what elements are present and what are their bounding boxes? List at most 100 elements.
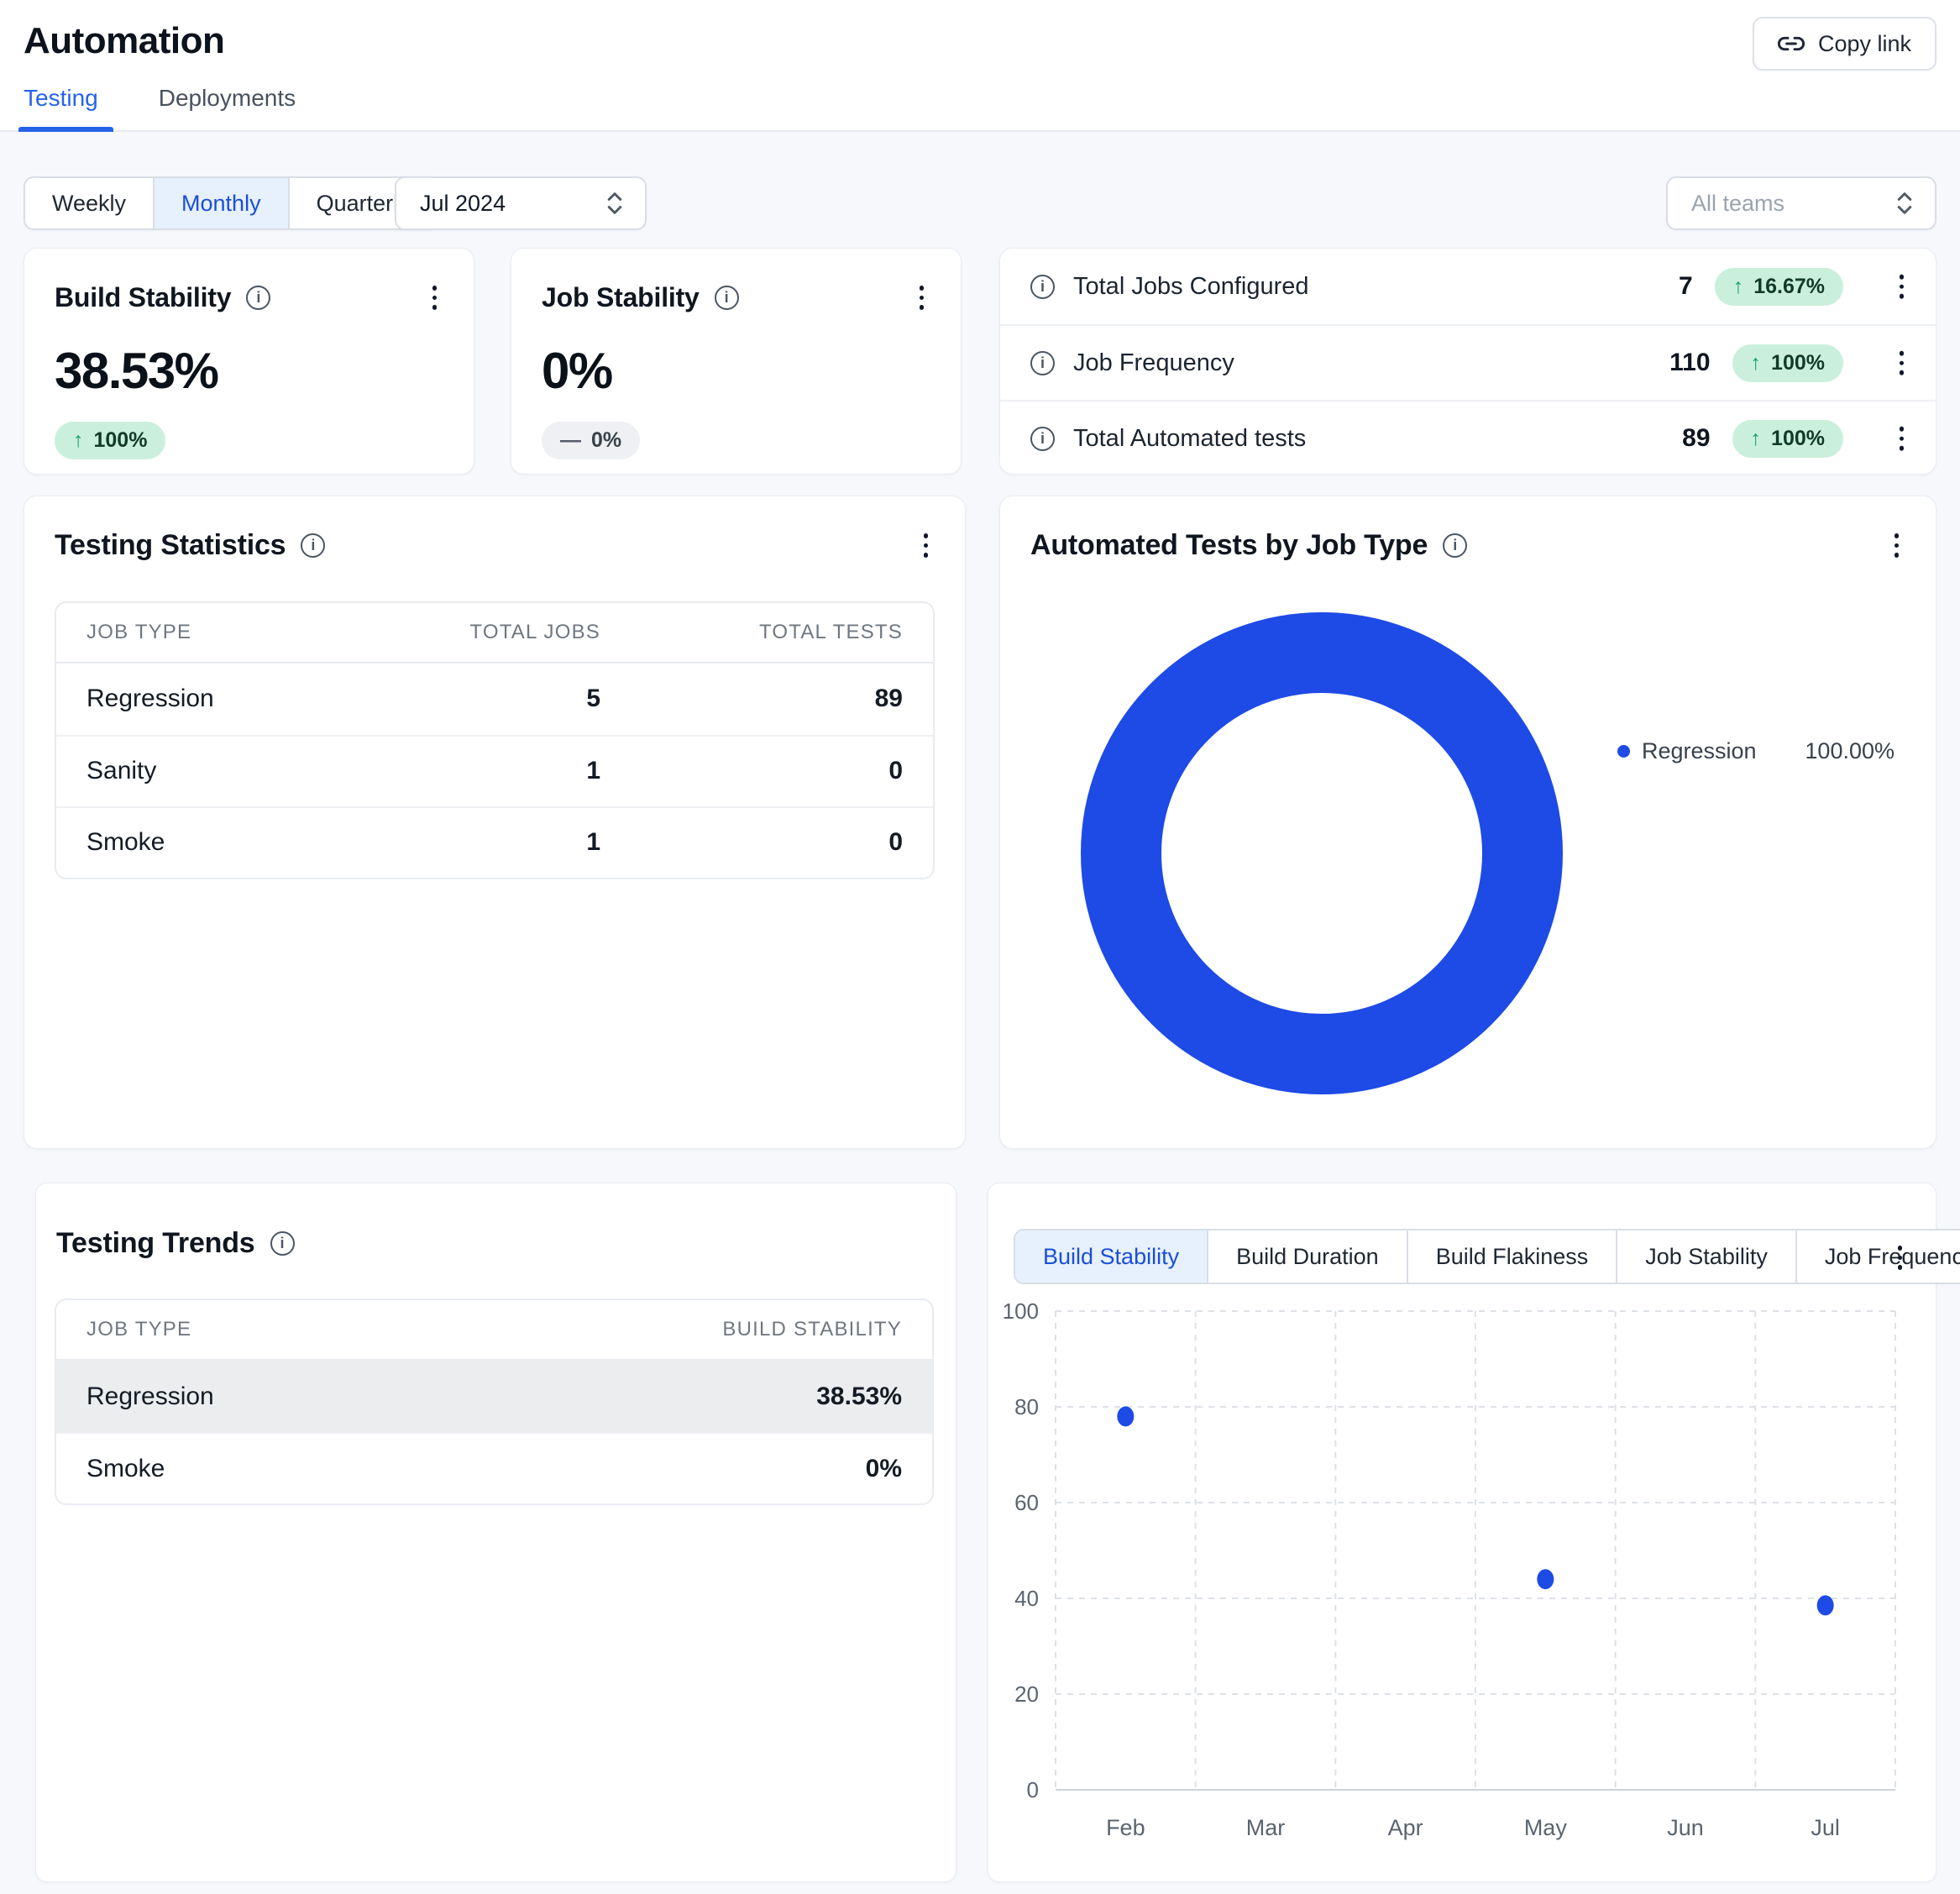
delta-badge: ↑ 100% <box>1732 420 1843 458</box>
col-total-tests: TOTAL TESTS <box>600 621 903 644</box>
chevron-up-down-icon <box>1894 189 1915 218</box>
kebab-menu-icon[interactable] <box>1888 527 1906 564</box>
delta-value: 0% <box>591 428 621 453</box>
svg-text:May: May <box>1524 1815 1568 1840</box>
teams-select-value: All teams <box>1691 191 1784 217</box>
svg-text:Jun: Jun <box>1667 1815 1704 1840</box>
delta-value: 100% <box>1771 351 1825 375</box>
build-stability-scatter-chart: 0 20 40 60 80 100 Feb Mar Apr May Jun Jul <box>988 1301 1937 1889</box>
info-icon[interactable]: i <box>1443 533 1467 558</box>
donut-legend-item[interactable]: Regression 100.00% <box>1617 738 1894 764</box>
primary-tabs: Testing Deployments <box>24 85 296 130</box>
testing-statistics-panel: Testing Statistics i JOB TYPE TOTAL JOBS… <box>24 496 966 1149</box>
tab-testing[interactable]: Testing <box>24 85 98 130</box>
delta-badge: ↑ 16.67% <box>1715 268 1843 306</box>
kebab-menu-icon[interactable] <box>426 279 444 317</box>
testing-trends-table: JOB TYPE BUILD STABILITY Regression 38.5… <box>55 1299 934 1505</box>
kebab-menu-icon[interactable] <box>1891 1239 1910 1277</box>
tab-deployments[interactable]: Deployments <box>159 85 296 130</box>
table-row[interactable]: Regression 5 89 <box>56 664 933 735</box>
dash-icon: — <box>560 428 581 453</box>
stat-label: Total Jobs Configured <box>1073 273 1309 301</box>
arrow-up-icon: ↑ <box>73 428 84 453</box>
table-row[interactable]: Sanity 1 0 <box>56 735 933 806</box>
testing-statistics-table: JOB TYPE TOTAL JOBS TOTAL TESTS Regressi… <box>55 601 935 879</box>
kebab-menu-icon[interactable] <box>1893 268 1911 306</box>
kebab-menu-icon[interactable] <box>1893 344 1911 382</box>
chevron-up-down-icon <box>605 189 625 218</box>
arrow-up-icon: ↑ <box>1751 351 1762 375</box>
testing-trends-panel: Testing Trends i JOB TYPE BUILD STABILIT… <box>35 1183 956 1882</box>
panel-title: Automated Tests by Job Type <box>1030 529 1428 562</box>
copy-link-button[interactable]: Copy link <box>1753 17 1936 71</box>
card-title: Job Stability <box>542 282 700 313</box>
legend-dot-icon <box>1617 745 1630 758</box>
svg-text:Feb: Feb <box>1106 1815 1145 1840</box>
info-icon[interactable]: i <box>1030 351 1055 375</box>
info-icon[interactable]: i <box>715 286 739 310</box>
stat-row-total-jobs-configured: i Total Jobs Configured 7 ↑ 16.67% <box>1000 249 1936 324</box>
copy-link-label: Copy link <box>1818 31 1911 57</box>
page-title: Automation <box>24 20 224 62</box>
arrow-up-icon: ↑ <box>1751 427 1762 451</box>
tab-job-stability[interactable]: Job Stability <box>1616 1230 1795 1283</box>
stat-label: Total Automated tests <box>1073 425 1306 453</box>
teams-select[interactable]: All teams <box>1666 176 1936 230</box>
svg-text:100: 100 <box>1003 1301 1039 1324</box>
legend-value: 100.00% <box>1805 738 1894 764</box>
tab-build-stability[interactable]: Build Stability <box>1015 1230 1207 1283</box>
month-select-value: Jul 2024 <box>420 191 506 217</box>
table-row[interactable]: Smoke 1 0 <box>56 806 933 878</box>
info-icon[interactable]: i <box>270 1231 295 1256</box>
period-option-weekly[interactable]: Weekly <box>25 178 153 228</box>
svg-text:Apr: Apr <box>1388 1815 1423 1840</box>
tab-job-frequency[interactable]: Job Frequency <box>1795 1230 1960 1283</box>
col-build-stability: BUILD STABILITY <box>600 1318 902 1341</box>
svg-text:20: 20 <box>1014 1682 1039 1707</box>
tab-build-flakiness[interactable]: Build Flakiness <box>1407 1230 1617 1283</box>
svg-text:40: 40 <box>1014 1586 1039 1611</box>
table-row-smoke[interactable]: Smoke 0% <box>56 1432 932 1503</box>
stat-label: Job Frequency <box>1073 349 1234 377</box>
arrow-up-icon: ↑ <box>1733 275 1744 299</box>
build-stability-card: Build Stability i 38.53% ↑ 100% <box>24 248 474 475</box>
table-header: JOB TYPE TOTAL JOBS TOTAL TESTS <box>56 603 933 664</box>
col-total-jobs: TOTAL JOBS <box>298 621 600 644</box>
metric-value: 38.53% <box>55 342 443 400</box>
info-icon[interactable]: i <box>1030 275 1055 299</box>
stat-value: 110 <box>1643 349 1711 377</box>
kebab-menu-icon[interactable] <box>1893 420 1911 458</box>
trend-metric-tabs: Build Stability Build Duration Build Fla… <box>1014 1229 1960 1284</box>
stat-row-total-automated-tests: i Total Automated tests 89 ↑ 100% <box>1000 400 1936 475</box>
svg-text:80: 80 <box>1014 1394 1039 1419</box>
stat-row-job-frequency: i Job Frequency 110 ↑ 100% <box>1000 324 1936 400</box>
kebab-menu-icon[interactable] <box>913 279 931 317</box>
link-icon <box>1778 30 1805 57</box>
delta-badge: ↑ 100% <box>55 422 165 459</box>
info-icon[interactable]: i <box>246 286 270 310</box>
info-icon[interactable]: i <box>301 533 325 558</box>
info-icon[interactable]: i <box>1030 427 1055 451</box>
col-job-type: JOB TYPE <box>86 1318 600 1341</box>
col-job-type: JOB TYPE <box>86 621 298 644</box>
kebab-menu-icon[interactable] <box>917 527 935 564</box>
donut-chart <box>1070 601 1574 1105</box>
svg-text:0: 0 <box>1027 1777 1039 1802</box>
table-row-regression[interactable]: Regression 38.53% <box>56 1361 932 1432</box>
legend-label: Regression <box>1642 738 1757 764</box>
delta-badge: ↑ 100% <box>1732 344 1843 382</box>
svg-text:60: 60 <box>1014 1490 1039 1515</box>
svg-text:Jul: Jul <box>1811 1815 1840 1840</box>
panel-title: Testing Statistics <box>55 529 286 562</box>
tab-build-duration[interactable]: Build Duration <box>1207 1230 1407 1283</box>
svg-text:Mar: Mar <box>1246 1815 1286 1840</box>
trend-chart-panel: Build Stability Build Duration Build Fla… <box>988 1183 1936 1882</box>
metric-value: 0% <box>542 342 930 400</box>
summary-stats-panel: i Total Jobs Configured 7 ↑ 16.67% i Job… <box>999 248 1936 475</box>
delta-badge: — 0% <box>542 422 640 459</box>
period-option-monthly[interactable]: Monthly <box>153 178 288 228</box>
month-select[interactable]: Jul 2024 <box>395 176 647 230</box>
panel-title: Testing Trends <box>56 1227 255 1260</box>
delta-value: 100% <box>1771 427 1825 451</box>
period-segmented-control: Weekly Monthly Quarterly <box>24 176 438 230</box>
